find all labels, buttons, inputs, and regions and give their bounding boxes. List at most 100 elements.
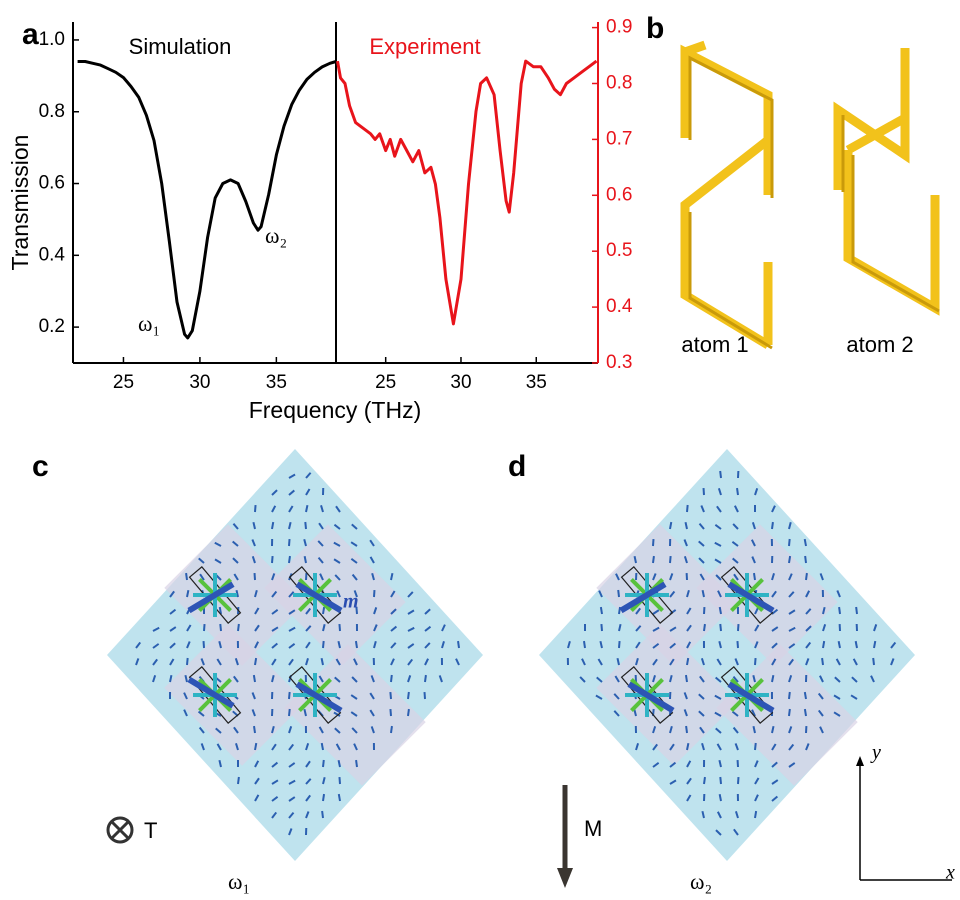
- field-arrow: [391, 675, 392, 682]
- field-arrow: [408, 709, 409, 716]
- field-arrow: [653, 556, 654, 563]
- atom-1-shade: [690, 58, 772, 348]
- field-arrow: [306, 505, 307, 512]
- field-arrow: [772, 522, 773, 529]
- field-arrow: [874, 641, 875, 648]
- field-arrow: [619, 641, 620, 648]
- field-arrow: [720, 471, 721, 478]
- into-page-cross: [112, 822, 128, 838]
- field-arrow: [390, 692, 391, 699]
- field-arrow: [204, 624, 205, 631]
- field-arrow: [856, 607, 857, 614]
- field-arrow: [356, 760, 357, 767]
- moment-label: m: [343, 591, 359, 613]
- field-arrow: [186, 573, 187, 580]
- field-arrow: [255, 505, 256, 512]
- atom-label: atom 2: [846, 332, 913, 357]
- y-tick-label: 0.7: [606, 128, 632, 149]
- y-tick-label: 0.6: [606, 184, 632, 205]
- x-tick-label: 25: [113, 372, 134, 393]
- field-arrow: [839, 607, 840, 614]
- axis-label: y: [870, 742, 881, 764]
- field-arrow: [322, 811, 323, 818]
- panel-label: b: [646, 12, 664, 45]
- field-arrow: [255, 658, 256, 665]
- figure: a b c d atom 1 atom 2 m T M ω₁ ω₂ y x 25…: [0, 0, 960, 895]
- field-arrow: [187, 590, 188, 597]
- field-arrow: [305, 522, 306, 529]
- field-background: [539, 449, 915, 861]
- y-tick-label: 0.5: [606, 240, 632, 261]
- field-arrow: [720, 794, 721, 801]
- field-arrow: [390, 709, 391, 716]
- y-tick-label: 0.8: [606, 73, 632, 94]
- y-tick-label: 0.4: [606, 296, 633, 317]
- y-tick-label: 0.2: [39, 316, 65, 337]
- field-arrow: [391, 726, 392, 733]
- m-arrow-head: [557, 868, 573, 888]
- field-arrow: [720, 624, 721, 631]
- field-arrow: [737, 488, 738, 495]
- field-arrow: [339, 777, 340, 784]
- field-arrow: [805, 556, 806, 563]
- field-arrow: [391, 573, 392, 580]
- y-tick-label: 0.4: [39, 244, 66, 265]
- field-arrow: [187, 658, 188, 665]
- field-arrow: [458, 641, 459, 648]
- field-arrow: [873, 658, 874, 665]
- x-tick-label: 25: [375, 372, 396, 393]
- field-arrow: [289, 692, 290, 699]
- field-arrow: [789, 709, 790, 716]
- field-arrow: [755, 658, 756, 665]
- field-arrow: [856, 641, 857, 648]
- field-arrow: [356, 641, 357, 648]
- field-arrow: [289, 556, 290, 563]
- field-arrow: [704, 624, 705, 631]
- field-arrow: [687, 743, 688, 750]
- mode-label: ω₂: [690, 869, 712, 894]
- field-arrow: [805, 539, 806, 546]
- field-label: M: [584, 816, 602, 841]
- field-arrow: [323, 794, 324, 801]
- field-arrow: [220, 624, 221, 631]
- field-arrow: [323, 760, 324, 767]
- y-tick-label: 0.8: [39, 101, 65, 122]
- y-tick-label: 0.6: [39, 173, 65, 194]
- field-arrow: [322, 658, 323, 665]
- field-background: [107, 449, 483, 861]
- field-arrow: [238, 624, 239, 631]
- field-arrow: [254, 726, 255, 733]
- x-tick-label: 35: [266, 372, 287, 393]
- field-arrow: [238, 777, 239, 784]
- field-arrow: [823, 641, 824, 648]
- field-arrow: [339, 794, 340, 801]
- field-arrow: [601, 607, 602, 614]
- field-arrow: [704, 777, 705, 784]
- field-arrow: [653, 539, 654, 546]
- field-arrow: [737, 641, 738, 648]
- panel-label: a: [22, 18, 39, 51]
- axis-arrow-head: [856, 756, 864, 766]
- field-arrow: [254, 675, 255, 682]
- atom-label: atom 1: [681, 332, 748, 357]
- y-axis-label: Transmission: [7, 135, 33, 271]
- y-tick-label: 0.9: [606, 17, 632, 38]
- field-arrow: [789, 692, 790, 699]
- field-arrow: [806, 573, 807, 580]
- field-maps: [107, 449, 915, 861]
- field-arrow: [805, 692, 806, 699]
- field-arrow: [339, 624, 340, 631]
- panel-label: c: [32, 450, 49, 483]
- field-arrow: [635, 556, 636, 563]
- y-tick-label: 1.0: [39, 29, 65, 50]
- field-arrow: [339, 760, 340, 767]
- field-arrow: [822, 658, 823, 665]
- field-arrow: [789, 556, 790, 563]
- x-tick-label: 30: [189, 372, 210, 393]
- field-arrow: [687, 505, 688, 512]
- field-arrow: [255, 743, 256, 750]
- field-arrow: [720, 607, 721, 614]
- field-arrow: [670, 556, 671, 563]
- field-arrow: [839, 641, 840, 648]
- field-arrow: [686, 675, 687, 682]
